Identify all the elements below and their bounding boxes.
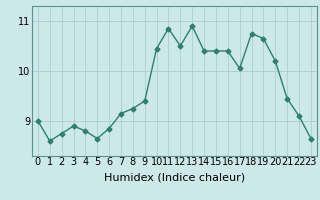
X-axis label: Humidex (Indice chaleur): Humidex (Indice chaleur) bbox=[104, 173, 245, 183]
